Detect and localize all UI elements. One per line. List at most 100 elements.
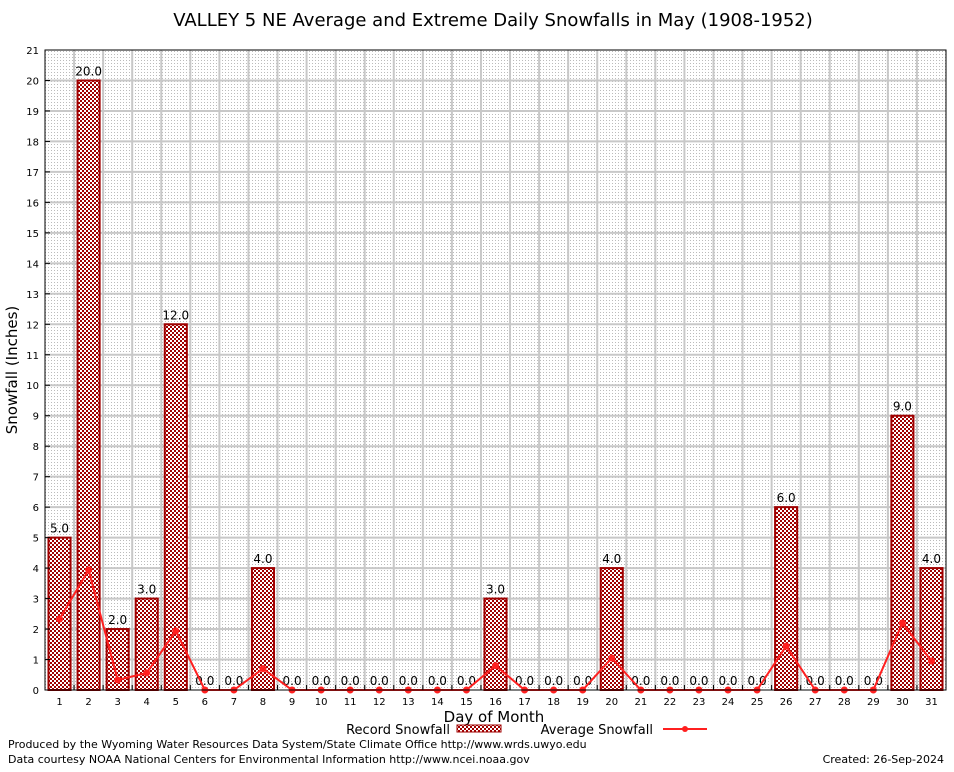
bar-data-label: 3.0 [137, 583, 156, 597]
x-tick-label: 16 [489, 697, 502, 708]
y-tick-label: 0 [33, 686, 39, 697]
x-tick-label: 4 [144, 697, 150, 708]
legend-record-label: Record Snowfall [346, 723, 450, 738]
bar-data-label: 20.0 [75, 64, 102, 78]
legend: Record Snowfall Average Snowfall [346, 723, 707, 738]
x-tick-label: 2 [85, 697, 91, 708]
x-tick-label: 24 [722, 697, 735, 708]
footer-created: Created: 26-Sep-2024 [823, 753, 944, 766]
record-bar [890, 414, 915, 691]
y-tick-label: 13 [26, 290, 39, 301]
bar-data-label: 0.0 [544, 674, 563, 688]
bar-data-label: 0.0 [689, 674, 708, 688]
bar-data-label: 0.0 [428, 674, 447, 688]
x-tick-label: 21 [634, 697, 647, 708]
y-tick-label: 16 [26, 198, 39, 209]
bar-data-label: 2.0 [108, 613, 127, 627]
y-tick-label: 11 [26, 351, 39, 362]
x-tick-label: 30 [896, 697, 909, 708]
average-point [143, 669, 151, 677]
legend-record-swatch [456, 724, 502, 733]
legend-average-label: Average Snowfall [541, 723, 653, 738]
y-tick-label: 2 [33, 625, 39, 636]
legend-average-marker [682, 726, 688, 732]
x-tick-label: 12 [373, 697, 386, 708]
y-tick-label: 6 [33, 503, 39, 514]
average-point [114, 676, 122, 684]
bar-data-label: 0.0 [341, 674, 360, 688]
bar-data-label: 3.0 [486, 583, 505, 597]
x-tick-label: 11 [344, 697, 357, 708]
y-tick-label: 18 [26, 137, 39, 148]
bar-data-label: 0.0 [283, 674, 302, 688]
bar-data-label: 5.0 [50, 522, 69, 536]
record-bar [774, 506, 799, 691]
x-tick-label: 3 [114, 697, 120, 708]
bar-data-label: 6.0 [777, 491, 796, 505]
record-bar [919, 567, 944, 691]
y-tick-label: 8 [33, 442, 39, 453]
x-tick-label: 8 [260, 697, 266, 708]
x-tick-label: 13 [402, 697, 415, 708]
x-tick-label: 10 [315, 697, 328, 708]
x-tick-label: 28 [838, 697, 851, 708]
x-tick-label: 15 [460, 697, 473, 708]
x-tick-label: 19 [576, 697, 589, 708]
x-tick-label: 31 [925, 697, 938, 708]
record-bar [599, 567, 624, 691]
x-tick-label: 26 [780, 697, 793, 708]
y-axis-label: Snowfall (Inches) [3, 306, 21, 434]
x-tick-label: 27 [809, 697, 822, 708]
bar-data-label: 12.0 [162, 308, 189, 322]
average-point [492, 662, 499, 670]
bar-data-label: 9.0 [893, 400, 912, 414]
y-tick-label: 10 [26, 381, 39, 392]
bar-data-label: 0.0 [399, 674, 418, 688]
bar-data-label: 0.0 [224, 674, 243, 688]
bar-data-label: 4.0 [922, 552, 941, 566]
y-tick-label: 4 [33, 564, 39, 575]
y-tick-label: 15 [26, 229, 39, 240]
x-tick-label: 5 [173, 697, 179, 708]
y-tick-label: 5 [33, 534, 39, 545]
bar-data-label: 4.0 [253, 552, 272, 566]
average-point [608, 654, 616, 662]
average-point [56, 615, 64, 623]
y-tick-label: 12 [26, 320, 39, 331]
average-point [172, 627, 180, 635]
x-tick-label: 23 [693, 697, 706, 708]
average-point [85, 566, 93, 574]
y-tick-label: 17 [26, 168, 39, 179]
plot-border [44, 49, 947, 691]
record-bar [483, 597, 508, 691]
bar-data-label: 0.0 [835, 674, 854, 688]
bar-data-label: 0.0 [718, 674, 737, 688]
bar-data-label: 0.0 [195, 674, 214, 688]
y-tick-label: 14 [26, 259, 39, 270]
y-tick-label: 9 [33, 412, 39, 423]
x-tick-label: 25 [751, 697, 764, 708]
average-point [927, 657, 935, 665]
y-tick-label: 19 [26, 107, 39, 118]
bar-data-label: 0.0 [457, 674, 476, 688]
average-point [782, 642, 790, 650]
x-axis-label: Day of Month [444, 708, 545, 726]
bar-data-label: 4.0 [602, 552, 621, 566]
x-tick-label: 6 [202, 697, 208, 708]
record-bar [47, 536, 72, 691]
footer-produced: Produced by the Wyoming Water Resources … [8, 738, 587, 751]
footer-courtesy: Data courtesy NOAA National Centers for … [8, 753, 530, 766]
y-tick-label: 20 [26, 76, 39, 87]
average-point [898, 619, 906, 627]
x-tick-label: 22 [664, 697, 677, 708]
average-point [259, 665, 267, 673]
x-tick-label: 18 [547, 697, 560, 708]
bar-data-label: 0.0 [631, 674, 650, 688]
record-bar [163, 323, 188, 691]
x-tick-label: 20 [605, 697, 618, 708]
bar-data-label: 0.0 [312, 674, 331, 688]
x-tick-label: 7 [231, 697, 237, 708]
x-tick-label: 17 [518, 697, 531, 708]
x-tick-label: 1 [56, 697, 62, 708]
